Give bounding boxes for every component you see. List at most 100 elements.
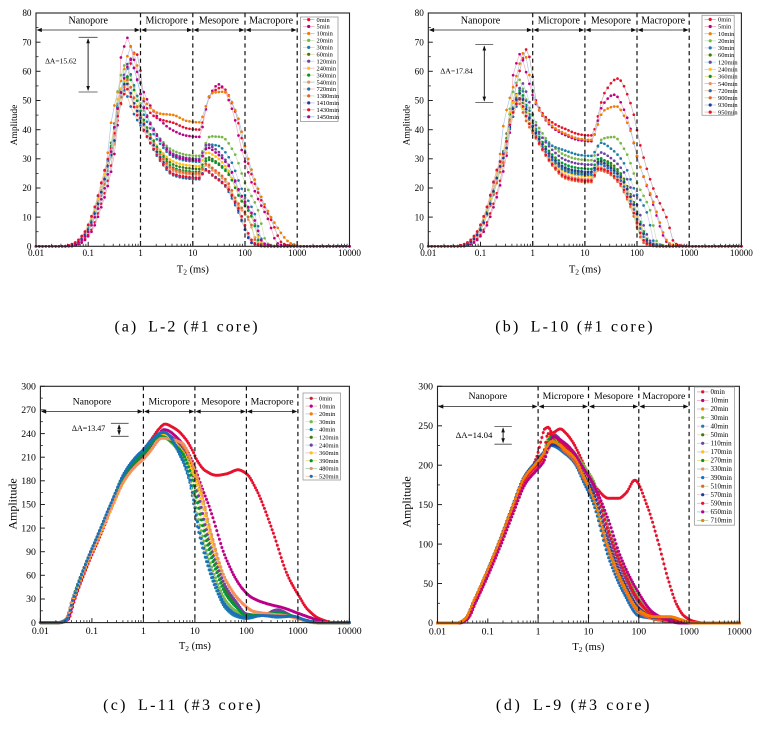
svg-text:180: 180 <box>21 476 36 487</box>
svg-text:1000: 1000 <box>288 626 308 637</box>
svg-text:1430min: 1430min <box>317 107 341 114</box>
svg-text:510min: 510min <box>711 482 733 490</box>
svg-text:20: 20 <box>22 183 32 193</box>
svg-text:Micropore: Micropore <box>145 16 188 27</box>
svg-text:60: 60 <box>22 67 32 77</box>
svg-text:10: 10 <box>188 248 198 258</box>
svg-text:40min: 40min <box>319 427 336 434</box>
svg-text:0.1: 0.1 <box>475 248 487 258</box>
svg-text:300: 300 <box>418 382 433 393</box>
svg-text:20: 20 <box>415 183 425 193</box>
svg-text:950min: 950min <box>718 109 738 116</box>
svg-text:240min: 240min <box>317 65 337 72</box>
svg-text:5min: 5min <box>718 24 732 31</box>
svg-text:100: 100 <box>630 248 644 258</box>
svg-text:20min: 20min <box>718 38 735 45</box>
svg-text:0.1: 0.1 <box>86 626 98 637</box>
svg-text:170min: 170min <box>711 448 733 456</box>
svg-text:0min: 0min <box>718 17 732 24</box>
svg-text:Mesopore: Mesopore <box>199 16 240 27</box>
svg-text:80: 80 <box>415 8 425 18</box>
svg-text:T2 (ms): T2 (ms) <box>569 265 602 277</box>
svg-text:Macropore: Macropore <box>251 397 295 408</box>
svg-text:590min: 590min <box>711 500 733 508</box>
svg-text:10min: 10min <box>711 397 729 405</box>
svg-text:40: 40 <box>415 125 425 135</box>
svg-text:Amplitude: Amplitude <box>10 105 20 146</box>
svg-text:Nanopore: Nanopore <box>468 391 507 402</box>
svg-text:30min: 30min <box>317 45 334 52</box>
svg-text:Macropore: Macropore <box>641 16 685 27</box>
svg-text:270: 270 <box>21 405 36 416</box>
svg-text:20min: 20min <box>317 38 334 45</box>
svg-text:10min: 10min <box>319 403 336 410</box>
svg-text:1410min: 1410min <box>317 100 341 107</box>
svg-text:60: 60 <box>26 571 36 582</box>
svg-text:1: 1 <box>138 248 143 258</box>
svg-text:Micropore: Micropore <box>149 397 191 408</box>
svg-text:50: 50 <box>22 96 32 106</box>
svg-text:80: 80 <box>22 8 32 18</box>
svg-text:540min: 540min <box>718 81 738 88</box>
svg-text:40: 40 <box>22 125 32 135</box>
svg-text:1000: 1000 <box>679 626 699 637</box>
svg-text:0: 0 <box>31 618 36 629</box>
svg-text:360min: 360min <box>718 74 738 81</box>
svg-text:480min: 480min <box>319 466 339 473</box>
svg-text:20min: 20min <box>711 405 729 413</box>
svg-text:20min: 20min <box>319 411 336 418</box>
svg-text:70: 70 <box>415 37 425 47</box>
svg-text:250: 250 <box>418 421 433 432</box>
svg-text:40min: 40min <box>711 422 729 430</box>
svg-text:(d) L-9 (#3 core): (d) L-9 (#3 core) <box>496 697 652 714</box>
svg-text:Macropore: Macropore <box>642 391 686 402</box>
svg-text:90: 90 <box>26 547 36 558</box>
svg-text:0: 0 <box>428 618 433 629</box>
svg-text:1380min: 1380min <box>317 93 341 100</box>
svg-text:1: 1 <box>530 248 535 258</box>
svg-text:30: 30 <box>415 154 425 164</box>
svg-text:10000: 10000 <box>730 248 753 258</box>
svg-text:50min: 50min <box>711 431 729 439</box>
svg-text:720min: 720min <box>317 86 337 93</box>
svg-text:30min: 30min <box>319 419 336 426</box>
svg-text:110min: 110min <box>711 440 733 448</box>
svg-text:0min: 0min <box>711 388 726 396</box>
svg-text:1000: 1000 <box>680 248 699 258</box>
svg-text:100: 100 <box>238 248 252 258</box>
svg-text:10: 10 <box>415 212 425 222</box>
svg-text:(c) L-11 (#3 core): (c) L-11 (#3 core) <box>103 697 263 714</box>
svg-text:50: 50 <box>423 579 433 590</box>
svg-text:930min: 930min <box>718 102 738 109</box>
svg-text:Nanopore: Nanopore <box>461 16 501 27</box>
svg-text:30min: 30min <box>711 414 729 422</box>
svg-text:240min: 240min <box>718 67 738 74</box>
svg-text:390min: 390min <box>711 474 733 482</box>
svg-text:0.1: 0.1 <box>82 248 94 258</box>
svg-text:390min: 390min <box>319 458 339 465</box>
svg-text:120min: 120min <box>319 435 339 442</box>
svg-text:720min: 720min <box>718 88 738 95</box>
svg-text:520min: 520min <box>319 474 339 481</box>
svg-text:ΔA=15.62: ΔA=15.62 <box>45 57 77 66</box>
svg-text:300: 300 <box>21 382 36 393</box>
svg-text:60min: 60min <box>317 52 334 59</box>
svg-text:5min: 5min <box>317 24 331 31</box>
svg-text:Amplitude: Amplitude <box>6 478 20 529</box>
svg-text:10: 10 <box>22 212 32 222</box>
svg-text:360min: 360min <box>317 72 337 79</box>
svg-text:50: 50 <box>415 96 425 106</box>
svg-text:1450min: 1450min <box>317 114 341 121</box>
svg-text:1: 1 <box>141 626 146 637</box>
svg-text:Amplitude: Amplitude <box>400 476 414 527</box>
svg-text:Macropore: Macropore <box>249 16 293 27</box>
svg-text:Micropore: Micropore <box>543 391 585 402</box>
svg-text:120min: 120min <box>317 58 337 65</box>
svg-text:270min: 270min <box>711 457 733 465</box>
svg-text:10: 10 <box>580 248 590 258</box>
svg-text:0: 0 <box>27 242 32 252</box>
svg-text:150: 150 <box>418 500 433 511</box>
svg-text:900min: 900min <box>718 95 738 102</box>
svg-text:0.1: 0.1 <box>482 626 494 637</box>
svg-text:30min: 30min <box>718 45 735 52</box>
